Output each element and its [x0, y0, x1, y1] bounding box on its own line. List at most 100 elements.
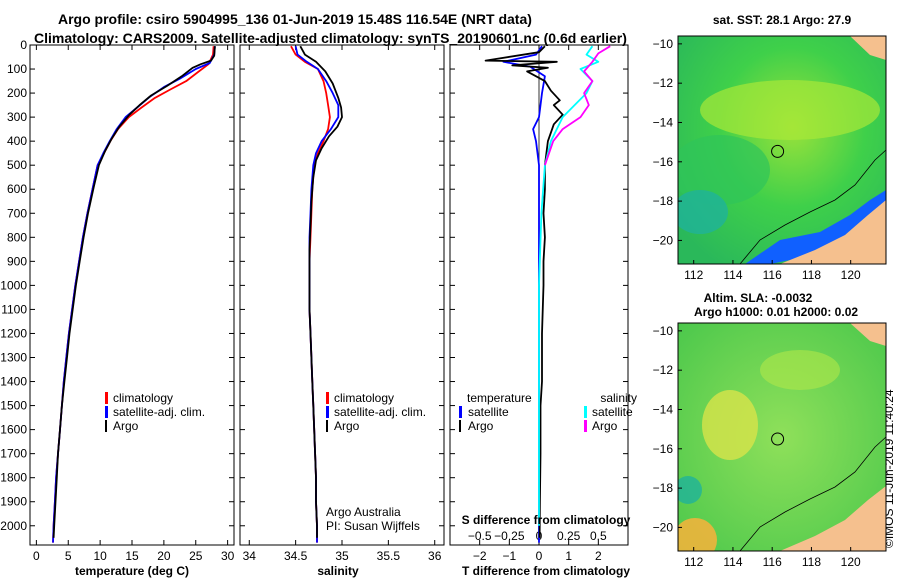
panel-curves	[52, 46, 216, 543]
legend-label-climatology: climatology	[334, 391, 394, 405]
map-y-tick-label: −18	[653, 194, 674, 208]
map-x-tick-label: 116	[763, 555, 782, 569]
x-tick-label: 1	[565, 549, 572, 563]
legend-swatch-satellite-adj	[105, 406, 108, 418]
legend-swatch-argo	[105, 420, 107, 432]
x-tick-label: 10	[93, 549, 107, 563]
x-tick-label: 34	[243, 549, 257, 563]
legend-label-s-satellite: satellite	[592, 405, 633, 419]
y-tick-label: 2000	[0, 519, 27, 533]
legend-swatch-t-satellite	[459, 406, 462, 418]
y-tick-label: 0	[20, 38, 27, 52]
map-x-tick-label: 112	[684, 555, 703, 569]
map-axes-ticks: 112 114 116 118 120 −10 −12 −14 −16 −18 −20 112 114 1…	[653, 37, 861, 569]
sla-orange-patch	[678, 518, 717, 551]
x-tick-label: 0	[33, 549, 40, 563]
sla-yellow-patch-2	[760, 350, 840, 390]
sla-isobath	[739, 436, 886, 551]
sla-land-north	[850, 323, 886, 346]
legend-label-climatology: climatology	[113, 391, 173, 405]
figure-title-line2: Climatology: CARS2009. Satellite-adjuste…	[34, 30, 627, 46]
sla-map-title1: Altim. SLA: -0.0032	[704, 291, 813, 305]
series-line-argo	[544, 45, 611, 166]
x-tick-label: 30	[221, 549, 235, 563]
legend-label-t-satellite: satellite	[468, 405, 509, 419]
map-x-tick-label: 116	[763, 268, 782, 282]
series-line-argo	[484, 45, 564, 538]
y-tick-label: 800	[7, 230, 27, 244]
map-y-tick-label: −16	[653, 442, 674, 456]
y-tick-label: 900	[7, 254, 27, 268]
x-tick-label-s: 0.5	[590, 529, 607, 543]
legend-label-argo: Argo	[334, 419, 360, 433]
sla-map-frame	[677, 322, 887, 552]
legend-title-salinity: salinity	[600, 391, 637, 405]
salinity-axis-label: salinity	[317, 564, 359, 578]
sst-map-frame	[677, 35, 887, 265]
panel-curves	[290, 45, 343, 543]
y-tick-label: 100	[7, 62, 27, 76]
map-y-tick-label: −18	[653, 481, 674, 495]
legend-swatch-s-argo	[584, 420, 587, 432]
legend-title-temperature: temperature	[467, 391, 532, 405]
sst-warm-band	[700, 80, 880, 140]
map-y-tick-label: −12	[653, 363, 674, 377]
y-tick-label: 500	[7, 158, 27, 172]
map-y-tick-label: −20	[653, 233, 674, 247]
sst-land-north	[850, 36, 886, 60]
y-tick-label: 700	[7, 206, 27, 220]
sla-float-marker	[771, 432, 785, 446]
credit-argo-australia: Argo Australia	[326, 505, 401, 519]
sst-coastal-blue-band	[745, 190, 886, 264]
series-line-satellite-adj-clim-	[52, 46, 216, 543]
legend-label-satellite-adj: satellite-adj. clim.	[334, 405, 426, 419]
panel-curves	[484, 45, 611, 543]
difference-s-axis-label: S difference from climatology	[462, 513, 631, 527]
profile-curves	[52, 45, 611, 543]
x-tick-label: 2	[595, 549, 602, 563]
sst-cyan-patch	[678, 190, 728, 234]
map-y-tick-label: −14	[653, 402, 674, 416]
x-tick-label: −1	[502, 549, 516, 563]
y-tick-label: 1400	[0, 375, 27, 389]
figure-title-line1: Argo profile: csiro 5904995_136 01-Jun-2…	[58, 11, 532, 27]
y-tick-label: 400	[7, 134, 27, 148]
series-line-satellite	[538, 45, 600, 526]
map-y-tick-label: −14	[653, 115, 674, 129]
map-y-tick-label: −20	[653, 520, 674, 534]
legend-swatch-t-argo	[459, 420, 461, 432]
map-x-tick-label: 118	[802, 555, 821, 569]
y-tick-label: 1500	[0, 399, 27, 413]
legend-swatch-climatology	[326, 392, 329, 404]
y-tick-label: 600	[7, 182, 27, 196]
y-tick-label: 200	[7, 86, 27, 100]
x-tick-label-s: −0.25	[494, 529, 525, 543]
sst-float-marker	[771, 144, 785, 158]
sla-map-title2: Argo h1000: 0.01 h2000: 0.02	[694, 305, 858, 319]
sla-cyan-patch	[678, 476, 702, 504]
y-tick-label: 1100	[1, 302, 27, 316]
legend-label-satellite-adj: satellite-adj. clim.	[113, 405, 205, 419]
salinity-panel-frame	[239, 44, 445, 546]
x-tick-label: 15	[125, 549, 139, 563]
sla-land	[780, 486, 886, 551]
series-line-argo	[299, 45, 343, 538]
x-tick-label-s: −0.5	[468, 529, 492, 543]
map-y-tick-label: −16	[653, 155, 674, 169]
x-tick-label: 36	[428, 549, 442, 563]
sla-map: Altim. SLA: -0.0032 Argo h1000: 0.01 h20…	[677, 291, 887, 552]
legend-label-argo: Argo	[113, 419, 139, 433]
x-tick-label: 0	[536, 549, 543, 563]
x-tick-label: 35.5	[377, 549, 401, 563]
legend-label-s-argo: Argo	[592, 419, 618, 433]
y-tick-label: 1900	[0, 495, 27, 509]
legend-swatch-argo	[326, 420, 328, 432]
x-tick-label: 34.5	[284, 549, 308, 563]
legend-swatch-satellite-adj	[326, 406, 329, 418]
map-y-tick-label: −10	[653, 324, 674, 338]
salinity-legend: climatology satellite-adj. clim. Argo	[326, 391, 426, 433]
y-tick-label: 1600	[0, 423, 27, 437]
difference-legend: temperature satellite Argo salinity sate…	[459, 391, 637, 433]
map-x-tick-label: 114	[723, 555, 742, 569]
